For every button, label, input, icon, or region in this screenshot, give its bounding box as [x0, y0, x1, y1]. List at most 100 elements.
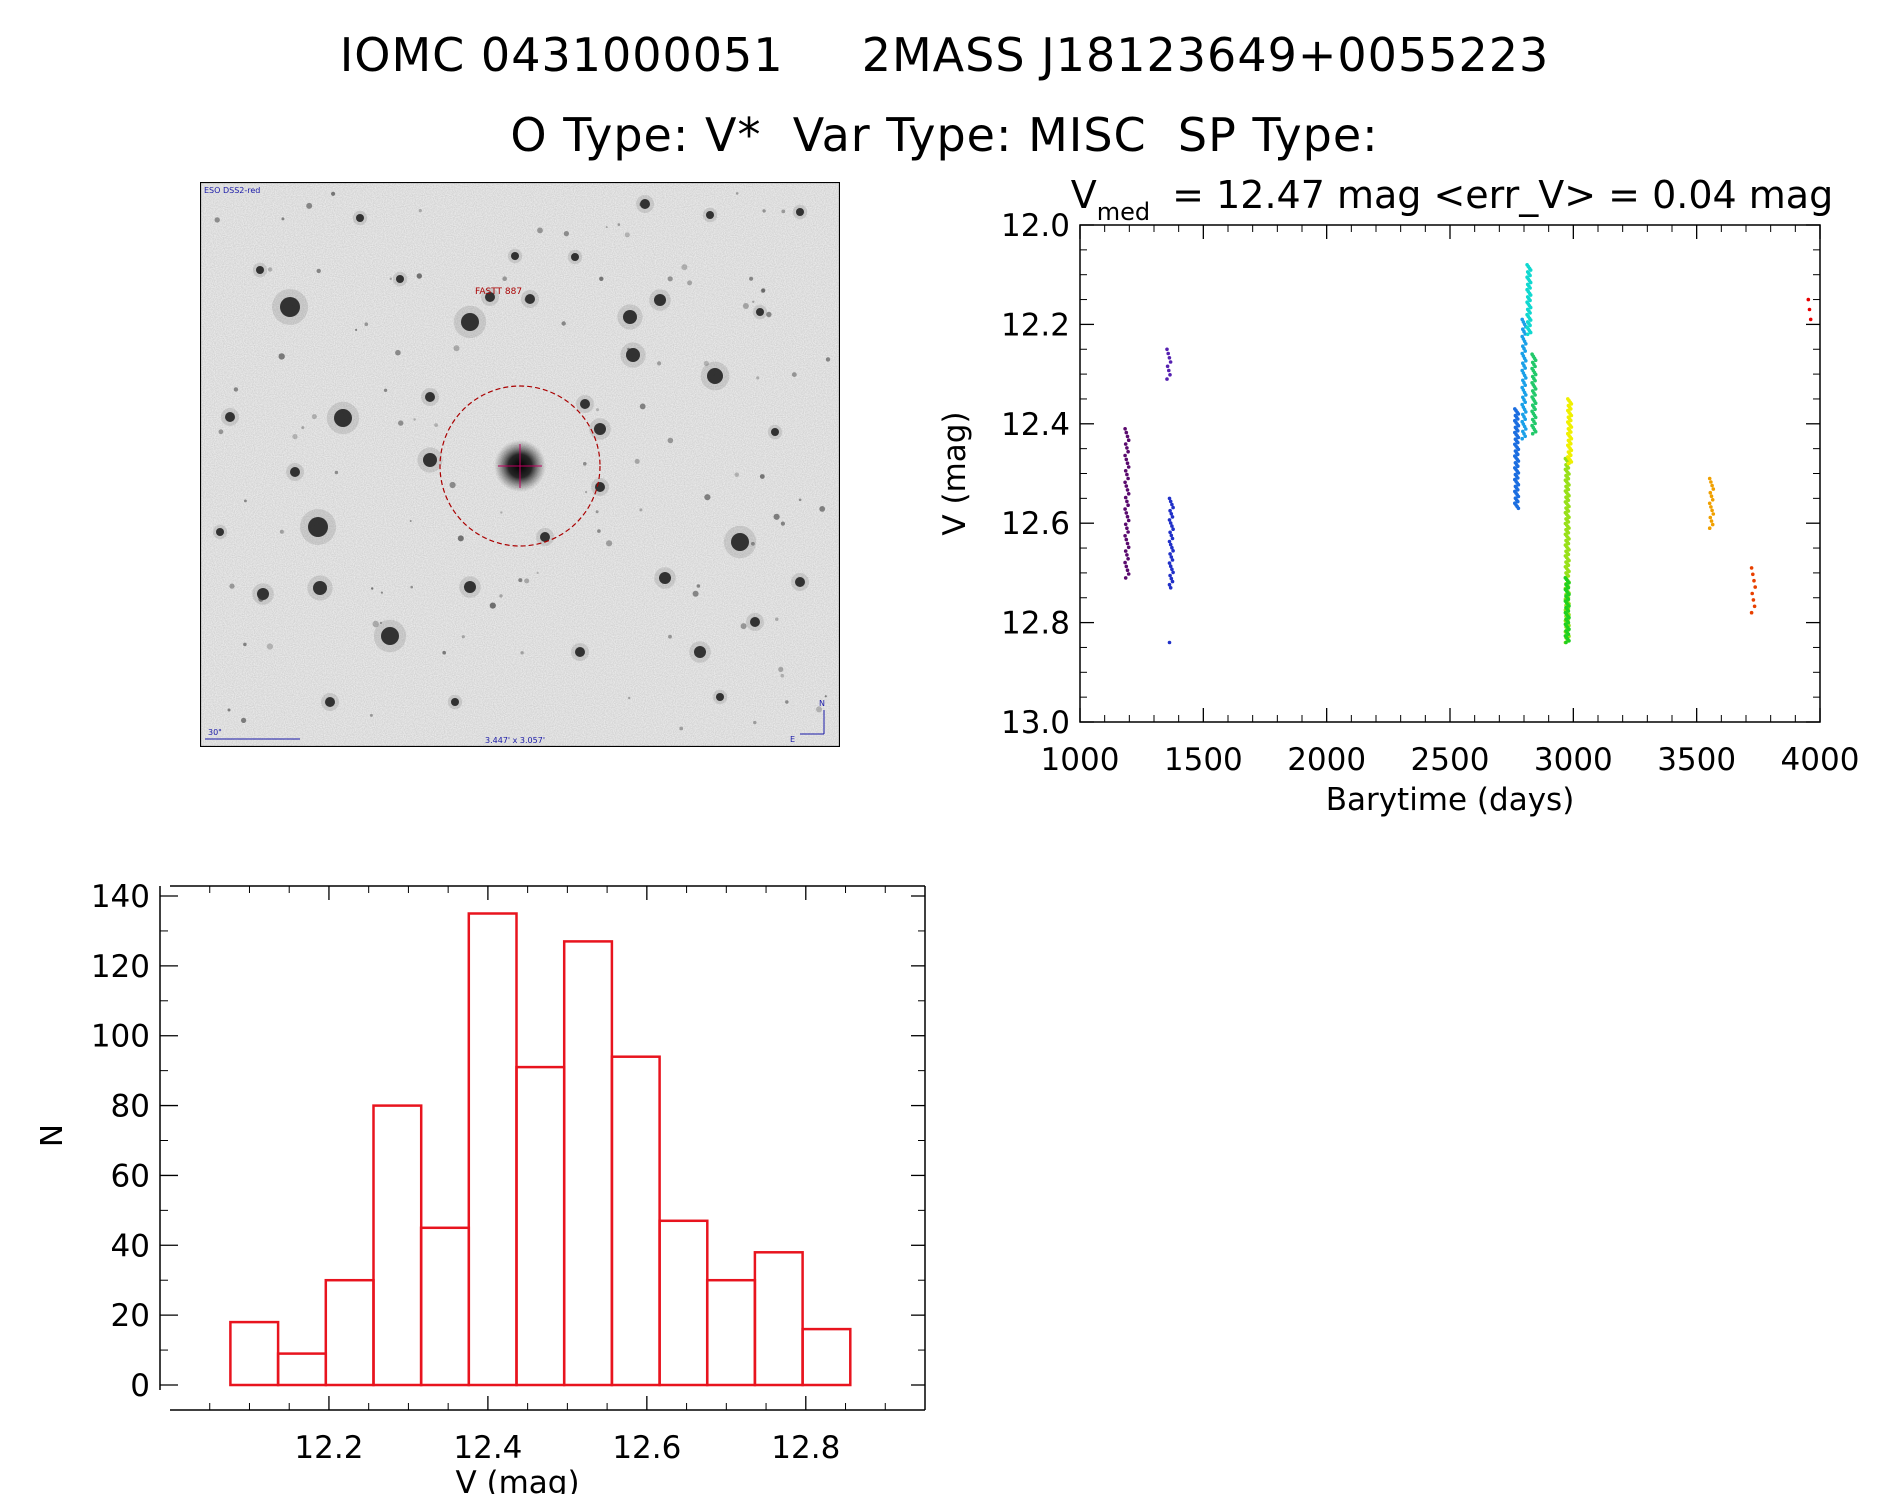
light-curve-x-axis-label: Barytime (days) — [1326, 782, 1575, 818]
faint-star — [597, 529, 601, 533]
faint-star — [751, 541, 755, 546]
field-star-halo — [752, 304, 768, 320]
faint-star — [292, 434, 298, 440]
faint-star — [778, 666, 784, 672]
field-star — [694, 646, 706, 658]
y-tick-label: 12.2 — [1001, 307, 1070, 343]
faint-star — [752, 300, 755, 303]
light-curve-point — [1516, 459, 1521, 463]
field-star — [511, 252, 519, 260]
light-curve-point — [1167, 561, 1172, 565]
histogram-x-axis-label: V (mag) — [455, 1465, 579, 1494]
light-curve-point — [1125, 541, 1130, 546]
field-star — [280, 297, 300, 317]
faint-star — [502, 276, 508, 281]
light-curve-point — [1528, 298, 1532, 303]
faint-star — [457, 535, 464, 542]
light-curve-point — [1523, 383, 1527, 387]
field-star-halo — [459, 576, 481, 598]
light-curve-point — [1530, 431, 1535, 436]
light-curve-point — [1711, 487, 1716, 491]
light-curve-point — [1123, 469, 1128, 473]
light-curve-point — [1528, 268, 1533, 272]
light-curve-point — [1516, 452, 1520, 457]
faint-star — [214, 217, 220, 223]
light-curve-point — [1167, 539, 1172, 544]
faint-star — [380, 591, 383, 594]
light-curve-point — [1170, 536, 1175, 541]
faint-star — [668, 634, 672, 639]
faint-star — [667, 276, 673, 282]
faint-star — [639, 403, 646, 410]
light-curve-point — [1125, 526, 1129, 530]
light-curve-point — [1566, 609, 1571, 613]
light-curve-point — [1567, 537, 1571, 541]
light-curve-point — [1125, 514, 1130, 519]
star-id-iomc: IOMC 0431000051 — [339, 28, 784, 82]
chart-title-line-2: O Type: V* Var Type: MISC SP Type: — [510, 108, 1379, 162]
field-star-halo — [252, 262, 268, 278]
light-curve-point — [1124, 511, 1129, 515]
light-curve-point — [1528, 280, 1533, 285]
hist-y-tick-label: 0 — [130, 1368, 150, 1404]
x-tick-label: 3000 — [1534, 742, 1613, 778]
light-curve-point — [1533, 372, 1538, 377]
light-curve-point — [1569, 430, 1573, 434]
faint-star — [692, 590, 699, 597]
field-star — [594, 423, 606, 435]
light-curve-points — [1123, 263, 1813, 645]
y-tick-label: 12.6 — [1001, 506, 1070, 542]
light-curve-point — [1167, 582, 1172, 587]
faint-star — [334, 470, 339, 475]
field-star — [308, 517, 328, 537]
faint-star — [606, 540, 613, 547]
light-curve-point — [1516, 464, 1520, 469]
light-curve-point — [1566, 586, 1571, 590]
light-curve-point — [1525, 332, 1530, 337]
light-curve-point — [1126, 492, 1131, 496]
faint-star — [766, 311, 772, 318]
light-curve-point — [1125, 499, 1129, 504]
field-star — [313, 581, 327, 595]
field-star-halo — [571, 643, 589, 661]
faint-star — [687, 280, 693, 286]
faint-star — [383, 388, 388, 392]
field-star-halo — [307, 575, 333, 601]
light-curve-point — [1528, 286, 1532, 290]
light-curve-point — [1168, 564, 1173, 568]
field-star — [461, 313, 479, 331]
survey-label: ESO DSS2-red — [204, 186, 260, 195]
faint-star — [311, 414, 317, 420]
faint-star — [756, 376, 760, 380]
light-curve-point — [1124, 484, 1129, 488]
light-curve-point — [1569, 413, 1574, 418]
field-star — [756, 308, 764, 316]
light-curve-point — [1566, 552, 1571, 557]
field-star — [216, 528, 224, 536]
field-star-halo — [791, 573, 809, 591]
faint-star — [561, 321, 566, 326]
light-curve-point — [1123, 453, 1127, 458]
field-star — [334, 409, 352, 427]
field-star — [575, 647, 585, 657]
light-curve-point — [1566, 520, 1571, 524]
field-star-halo — [620, 342, 646, 368]
light-curve-point — [1567, 515, 1571, 520]
light-curve-point — [1806, 297, 1811, 302]
faint-star — [500, 511, 503, 514]
light-curve-point — [1569, 402, 1574, 406]
light-curve-point — [1533, 421, 1537, 426]
faint-star — [233, 387, 239, 392]
light-curve-point — [1126, 438, 1131, 443]
light-curve-point — [1566, 531, 1571, 535]
light-curve-point — [1125, 553, 1129, 557]
field-star — [795, 577, 805, 587]
histogram-bar — [324, 1278, 375, 1387]
light-curve-point — [1566, 466, 1571, 470]
faint-star — [266, 643, 273, 650]
faint-star — [244, 499, 247, 503]
faint-star — [453, 345, 460, 352]
faint-star — [583, 462, 587, 466]
light-curve-point — [1167, 640, 1172, 645]
faint-star — [627, 347, 630, 351]
